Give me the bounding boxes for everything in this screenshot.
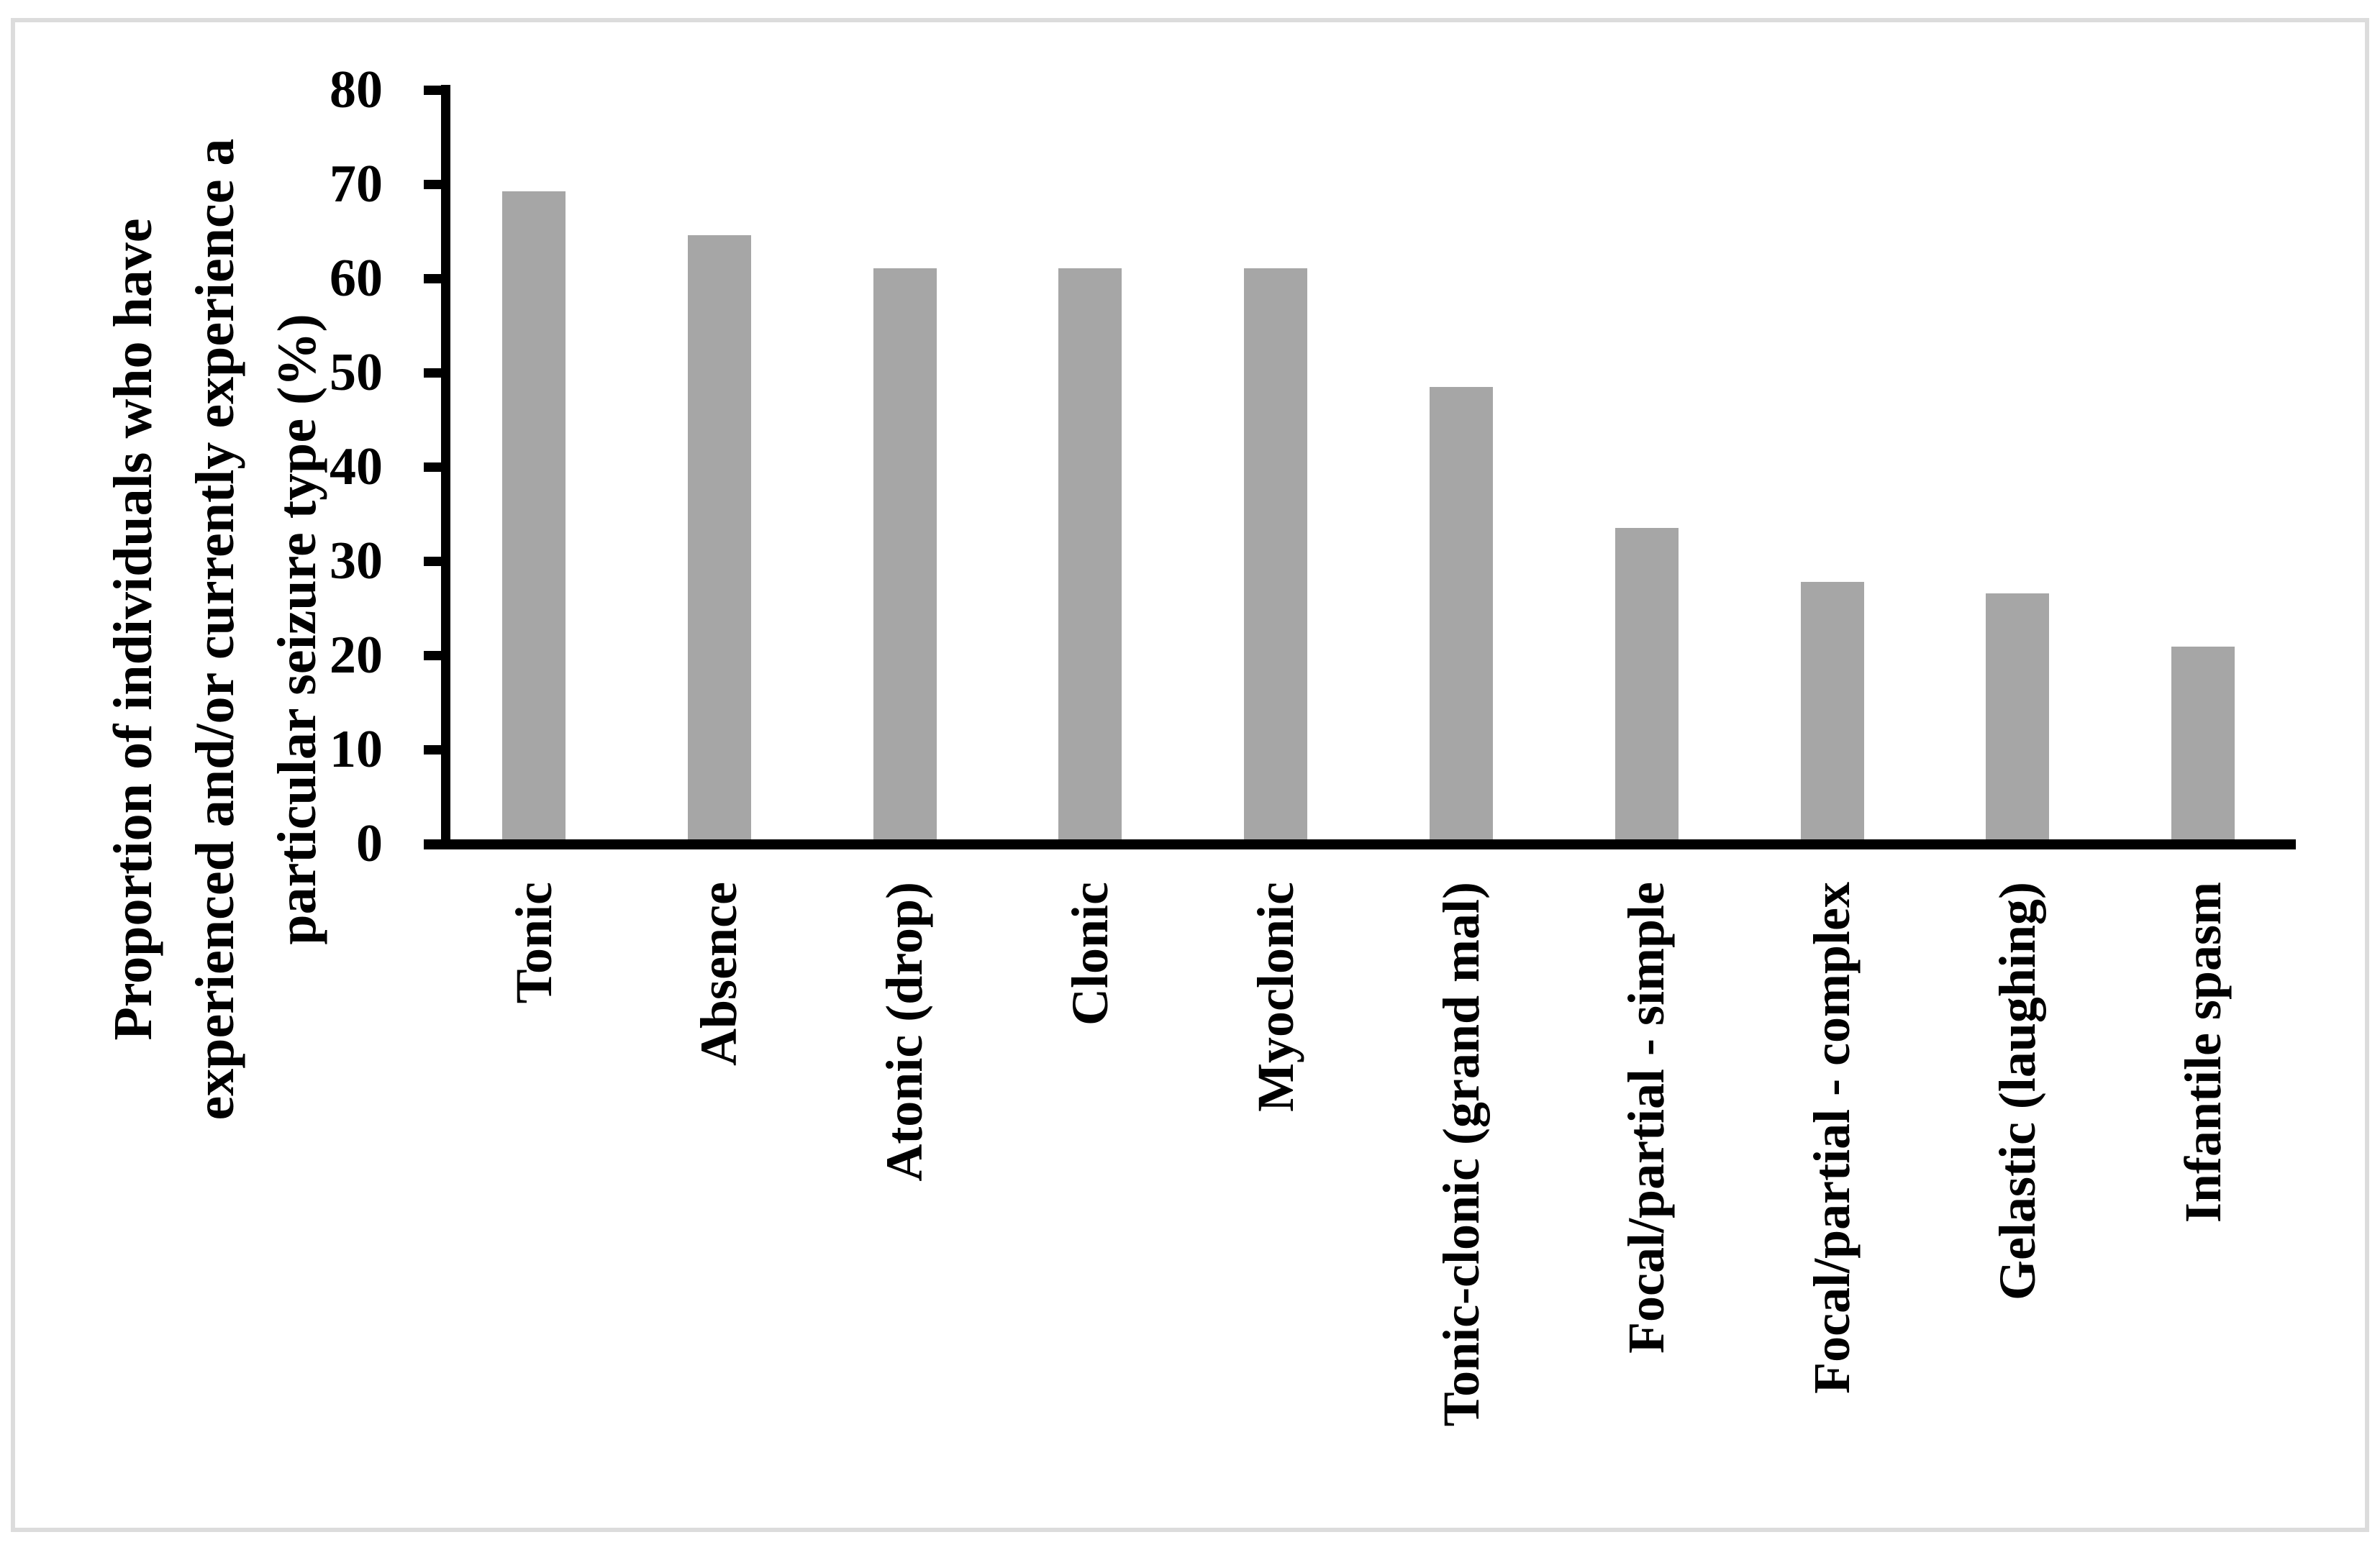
y-tick-mark (424, 273, 441, 283)
x-category-label-cell: Clonic (1025, 882, 1155, 1479)
bar (1800, 581, 1864, 839)
x-category-label-cell: Tonic (469, 882, 599, 1479)
bar (687, 234, 751, 839)
x-category-label: Clonic (1060, 882, 1119, 1026)
y-tick-label: 80 (330, 60, 383, 119)
bar (1614, 528, 1679, 839)
x-category-label: Tonic (504, 882, 563, 1004)
x-category-label: Absence (690, 882, 748, 1066)
x-category-label-cell: Gelastic (laughing) (1953, 882, 2082, 1479)
x-category-label: Tonic-clonic (grand mal) (1432, 882, 1490, 1427)
x-category-label: Focal/partial - simple (1617, 882, 1676, 1354)
bar (1986, 593, 2050, 839)
y-tick-label: 40 (330, 437, 383, 496)
x-category-label: Infantile spasm (2174, 882, 2232, 1223)
figure-frame (11, 18, 2369, 1532)
bar (1430, 386, 1493, 839)
x-category-label: Gelastic (laughing) (1988, 882, 2046, 1301)
y-tick-mark (424, 650, 441, 660)
y-tick-label: 70 (330, 155, 383, 214)
x-axis-line (424, 839, 2296, 849)
y-tick-mark (424, 179, 441, 189)
y-tick-mark (424, 462, 441, 472)
y-tick-label: 50 (330, 343, 383, 402)
bar (873, 268, 937, 839)
x-category-label-cell: Focal/partial - simple (1582, 882, 1712, 1479)
y-tick-mark (424, 744, 441, 755)
x-category-label: Focal/partial - complex (1803, 882, 1861, 1394)
x-category-label: Myoclonic (1246, 882, 1304, 1112)
y-tick-label: 60 (330, 249, 383, 308)
y-tick-label: 10 (330, 720, 383, 779)
x-category-label-cell: Atonic (drop) (840, 882, 970, 1479)
y-tick-mark (424, 556, 441, 566)
x-category-label-cell: Tonic-clonic (grand mal) (1396, 882, 1526, 1479)
x-category-label-cell: Focal/partial - complex (1768, 882, 1897, 1479)
y-tick-label: 20 (330, 626, 383, 685)
y-tick-label: 0 (356, 814, 383, 873)
y-axis-line (441, 85, 450, 849)
bar (1058, 268, 1122, 839)
bar (2171, 647, 2235, 839)
x-category-label-cell: Myoclonic (1211, 882, 1340, 1479)
bar (1244, 268, 1308, 839)
x-category-label-cell: Infantile spasm (2138, 882, 2268, 1479)
x-category-label-cell: Absence (655, 882, 784, 1479)
x-category-label: Atonic (drop) (876, 882, 934, 1182)
y-tick-mark (424, 368, 441, 378)
y-tick-label: 30 (330, 532, 383, 591)
bar (502, 191, 566, 839)
y-tick-mark (424, 85, 441, 95)
